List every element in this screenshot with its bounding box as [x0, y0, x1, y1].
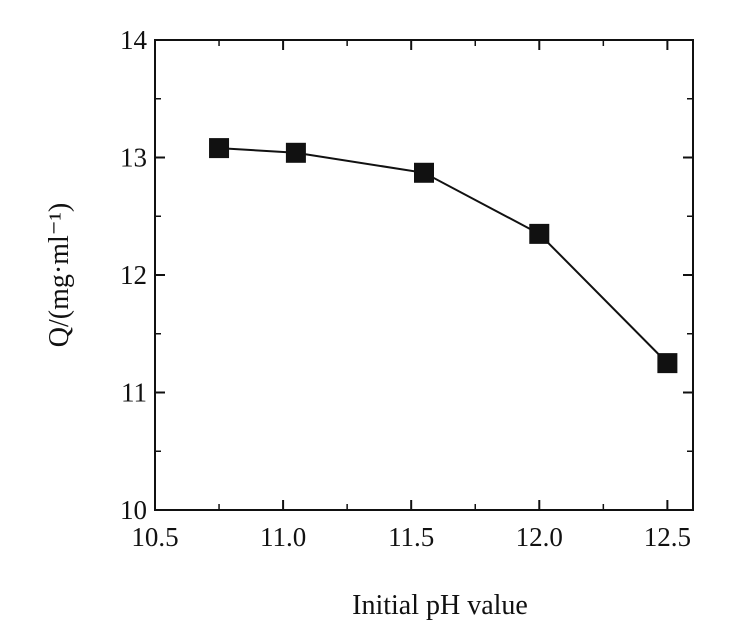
- data-point: [529, 223, 550, 244]
- y-tick-label: 13: [120, 143, 147, 173]
- y-tick-label: 10: [120, 495, 147, 525]
- series-line: [218, 147, 669, 364]
- y-tick-label: 14: [120, 25, 148, 55]
- data-point: [414, 162, 434, 183]
- x-tick-label: 10.5: [131, 522, 178, 552]
- x-tick-label: 11.5: [388, 522, 434, 552]
- data-point: [285, 142, 306, 163]
- data-point: [657, 353, 678, 374]
- data-point: [209, 138, 230, 159]
- x-tick-label: 12.0: [516, 522, 563, 552]
- ticks: [154, 39, 693, 511]
- plot-frame: [154, 39, 694, 511]
- y-axis-title: Q/(mg·ml⁻¹): [44, 203, 75, 347]
- y-tick-label: 11: [121, 378, 147, 408]
- x-tick-label: 11.0: [260, 522, 306, 552]
- x-axis-title: Initial pH value: [352, 590, 528, 621]
- y-tick-label: 12: [120, 260, 147, 290]
- tick-labels: 10.5 11.0 11.5 12.0 12.5 10 11 12 13 14: [120, 25, 691, 552]
- series-group: [209, 138, 678, 374]
- x-tick-label: 12.5: [644, 522, 691, 552]
